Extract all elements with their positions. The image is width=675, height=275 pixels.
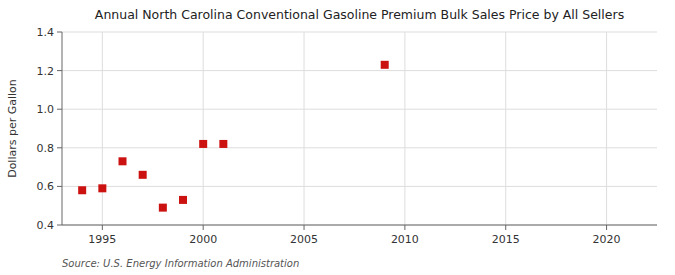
- point: [381, 61, 389, 69]
- tick-label-y: 1.0: [37, 103, 55, 116]
- grid-line-y: [62, 147, 657, 148]
- point: [139, 171, 147, 179]
- tick-label-x: 2000: [189, 233, 217, 246]
- tick-x: [606, 225, 607, 230]
- grid-line-x: [505, 32, 506, 225]
- tick-label-x: 2005: [290, 233, 318, 246]
- grid-line-y: [62, 32, 657, 33]
- point: [199, 140, 207, 148]
- tick-y: [57, 147, 62, 148]
- grid-line-x: [203, 32, 204, 225]
- grid-line-y: [62, 70, 657, 71]
- tick-x: [304, 225, 305, 230]
- y-axis-line: [62, 32, 63, 225]
- grid-line-y: [62, 186, 657, 187]
- tick-label-x: 2010: [391, 233, 419, 246]
- tick-y: [57, 32, 62, 33]
- annotation: Source: U.S. Energy Information Administ…: [62, 258, 299, 269]
- chart-container: Annual North Carolina Conventional Gasol…: [0, 0, 675, 275]
- tick-x: [203, 225, 204, 230]
- x-axis-line: [62, 225, 657, 226]
- tick-y: [57, 225, 62, 226]
- tick-label-x: 2020: [593, 233, 621, 246]
- grid-line-x: [404, 32, 405, 225]
- grid: [62, 32, 657, 225]
- tick-label-x: 1995: [88, 233, 116, 246]
- tick-label-y: 0.6: [37, 180, 55, 193]
- point: [78, 186, 86, 194]
- tick-x: [102, 225, 103, 230]
- tick-label-x: 2015: [492, 233, 520, 246]
- point: [159, 204, 167, 212]
- grid-line-x: [304, 32, 305, 225]
- tick-y: [57, 109, 62, 110]
- tick-label-y: 1.2: [37, 65, 55, 78]
- grid-line-x: [102, 32, 103, 225]
- point: [219, 140, 227, 148]
- y-axis-label: Dollars per Gallon: [6, 79, 19, 178]
- tick-y: [57, 186, 62, 187]
- tick-label-y: 0.4: [37, 219, 55, 232]
- title: Annual North Carolina Conventional Gasol…: [95, 7, 624, 22]
- grid-line-y: [62, 225, 657, 226]
- tick-x: [505, 225, 506, 230]
- point: [98, 184, 106, 192]
- tick-label-y: 1.4: [37, 26, 55, 39]
- tick-label-y: 0.8: [37, 142, 55, 155]
- points: [78, 61, 389, 212]
- tick-x: [404, 225, 405, 230]
- point: [119, 157, 127, 165]
- chart-svg: Annual North Carolina Conventional Gasol…: [0, 0, 675, 275]
- tick-y: [57, 70, 62, 71]
- axes: 0.4 0.6 0.8 1.0 1.2 1.4 1995 2000 2005 2010 2015 20…: [37, 26, 658, 246]
- grid-line-y: [62, 109, 657, 110]
- grid-line-x: [606, 32, 607, 225]
- point: [179, 196, 187, 204]
